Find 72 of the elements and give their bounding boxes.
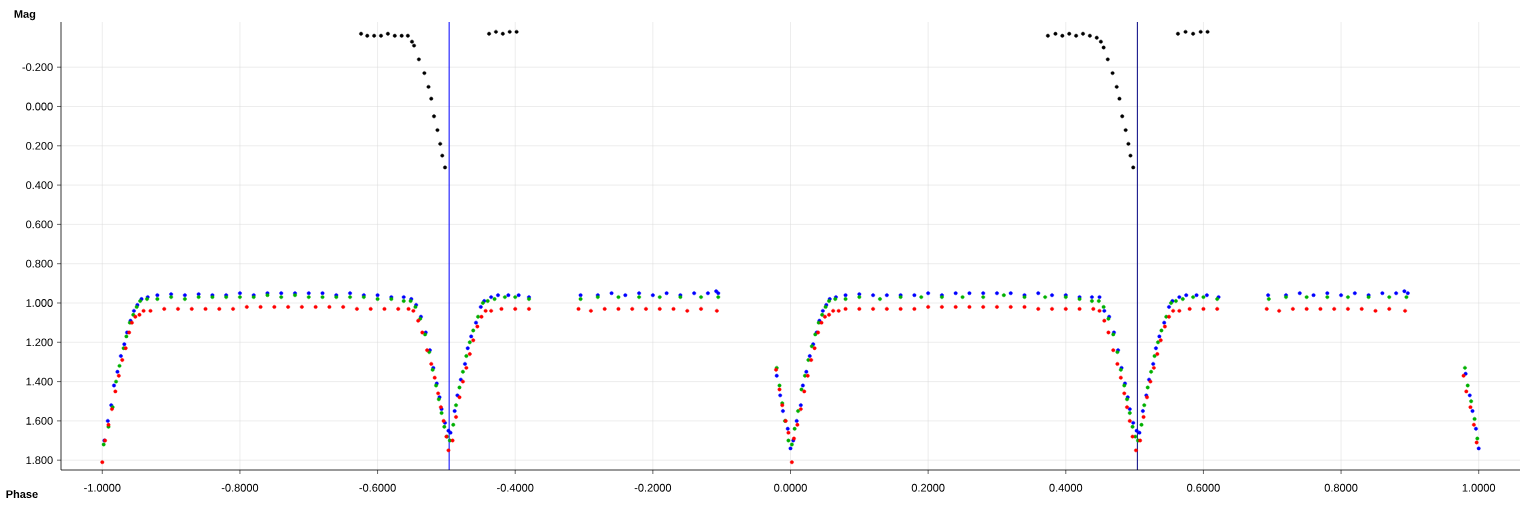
point bbox=[416, 57, 421, 62]
point bbox=[1087, 33, 1092, 38]
y-tick-label: 1.600 bbox=[26, 416, 53, 425]
point bbox=[1110, 71, 1115, 75]
point bbox=[1176, 31, 1180, 36]
point bbox=[1074, 33, 1079, 38]
y-tick-label: 1.000 bbox=[26, 299, 53, 307]
point bbox=[1117, 96, 1122, 101]
x-tick-label: -1.0000 bbox=[84, 483, 121, 492]
x-axis-title: Phase bbox=[6, 489, 38, 499]
point bbox=[1053, 31, 1058, 36]
point bbox=[1105, 57, 1110, 62]
point bbox=[372, 33, 377, 38]
point bbox=[1067, 31, 1072, 36]
point bbox=[432, 114, 436, 119]
y-tick-label: -0.200 bbox=[22, 63, 53, 72]
point bbox=[487, 31, 491, 36]
x-tick-label: 0.0000 bbox=[774, 483, 807, 492]
y-tick-label: 1.400 bbox=[26, 377, 53, 386]
y-axis-title: Mag bbox=[14, 10, 36, 21]
point bbox=[392, 33, 397, 38]
point bbox=[429, 96, 434, 101]
point bbox=[399, 33, 404, 38]
point bbox=[1114, 84, 1119, 89]
y-tick-label: 0.800 bbox=[26, 259, 53, 268]
point bbox=[412, 43, 416, 48]
point bbox=[386, 31, 390, 36]
x-tick-label: 0.4000 bbox=[1049, 483, 1083, 492]
x-tick-label: -0.2000 bbox=[634, 483, 672, 492]
y-tick-label: 1.800 bbox=[26, 456, 53, 465]
point bbox=[494, 29, 498, 34]
point bbox=[1045, 33, 1050, 38]
point bbox=[500, 31, 505, 36]
point bbox=[1126, 141, 1131, 146]
point bbox=[426, 84, 431, 89]
point bbox=[443, 165, 447, 170]
point bbox=[440, 153, 445, 158]
point bbox=[365, 33, 370, 38]
point bbox=[1123, 128, 1128, 132]
point bbox=[1183, 29, 1188, 34]
point bbox=[405, 33, 410, 38]
y-tick-label: 0.000 bbox=[26, 102, 53, 111]
point bbox=[435, 128, 440, 132]
point bbox=[1205, 29, 1210, 34]
x-tick-label: 0.8000 bbox=[1324, 483, 1358, 492]
point bbox=[514, 29, 519, 34]
point bbox=[1060, 33, 1065, 38]
point bbox=[1198, 29, 1203, 34]
y-tick-label: 0.200 bbox=[26, 141, 53, 150]
y-tick-label: 1.200 bbox=[26, 338, 53, 347]
point bbox=[1128, 153, 1133, 158]
point bbox=[438, 141, 443, 146]
y-tick-label: 0.400 bbox=[26, 181, 53, 189]
point bbox=[1191, 31, 1195, 36]
point bbox=[1120, 114, 1125, 119]
point bbox=[1131, 165, 1136, 170]
point bbox=[410, 39, 414, 44]
x-tick-label: 1.0000 bbox=[1462, 483, 1496, 492]
x-tick-label: -0.6000 bbox=[359, 483, 396, 492]
x-tick-label: -0.4000 bbox=[497, 483, 534, 492]
point bbox=[379, 33, 383, 38]
x-tick-label: 0.2000 bbox=[911, 483, 945, 492]
x-tick-label: 0.6000 bbox=[1187, 483, 1220, 492]
x-tick-label: -0.8000 bbox=[221, 483, 259, 492]
point bbox=[507, 29, 512, 34]
point bbox=[1098, 39, 1103, 44]
point bbox=[1081, 31, 1085, 36]
point bbox=[1094, 35, 1099, 40]
point bbox=[422, 71, 427, 75]
point bbox=[359, 31, 363, 36]
point bbox=[1101, 45, 1106, 50]
y-tick-label: 0.600 bbox=[26, 220, 53, 229]
